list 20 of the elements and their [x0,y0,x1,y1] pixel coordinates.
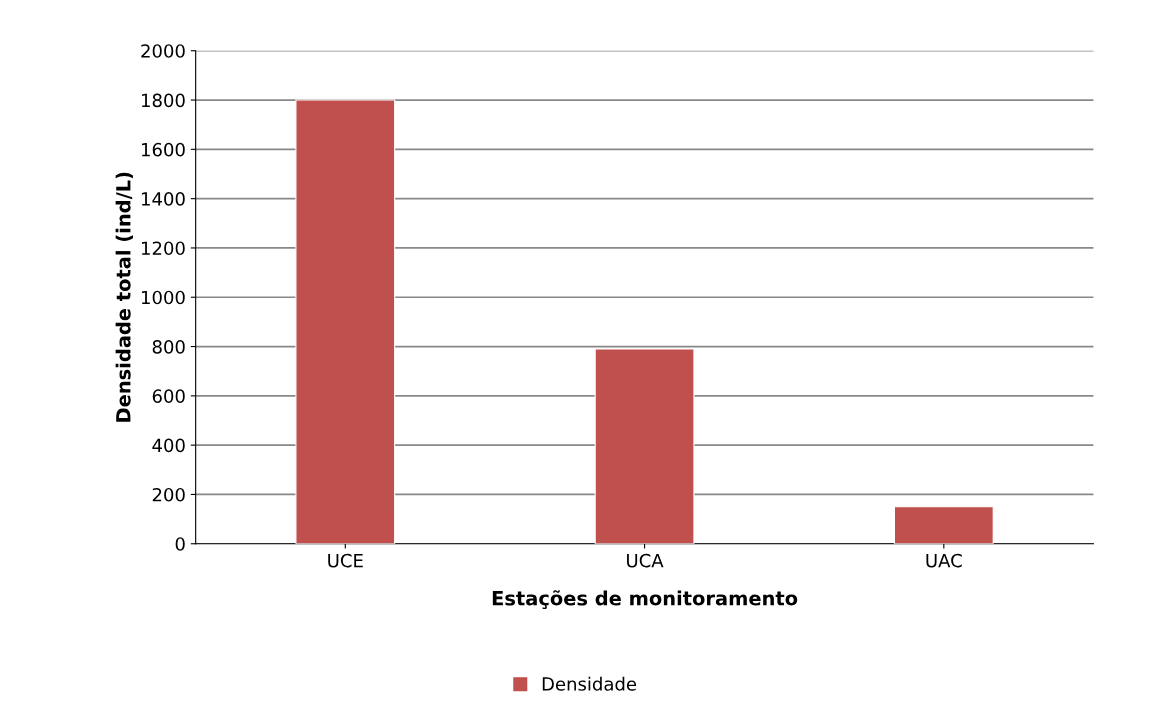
bar [594,348,695,544]
y-tick-label: 1600 [141,142,185,157]
bar [295,99,396,544]
y-tick-label: 1400 [141,192,185,206]
y-axis-title: Densidade total (ind/L) [115,172,133,422]
y-tick-label: 400 [152,438,185,453]
x-tick-label: UCE [328,553,363,568]
legend-label: Densidade [542,676,637,691]
y-tick-label: 1000 [141,290,185,305]
y-tick-label: 600 [152,389,185,403]
y-tick-label: 1800 [141,93,185,108]
x-tick-label: UCA [627,553,664,568]
x-axis-title: Estações de monitoramento [492,590,798,610]
y-tick-label: 200 [152,487,185,502]
y-tick-label: 2000 [141,44,185,58]
y-tick-label: 0 [175,537,185,551]
bar [893,506,994,544]
x-tick-label: UAC [926,553,962,568]
y-tick-label: 800 [152,340,185,354]
y-tick-label: 1200 [141,241,185,256]
